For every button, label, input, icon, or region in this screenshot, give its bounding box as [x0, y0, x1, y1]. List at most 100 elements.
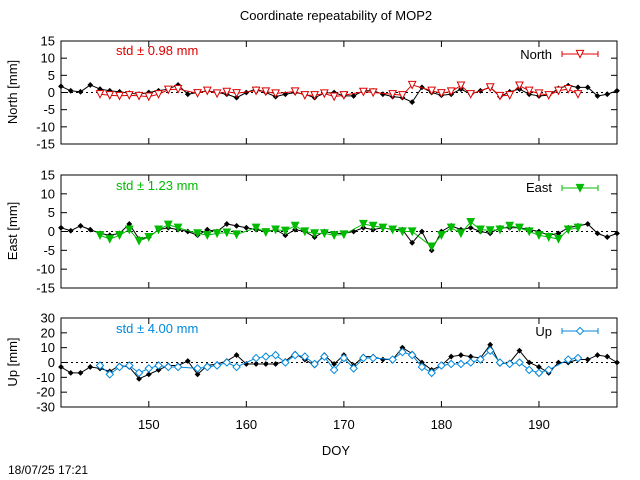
- up-data-point: [212, 361, 222, 370]
- east-data-point: [319, 229, 329, 239]
- north-data-point: [232, 89, 241, 98]
- up-data-point: [485, 346, 495, 355]
- up-data-point: [427, 368, 436, 378]
- north-data-point: [534, 89, 544, 99]
- east-data-point: [427, 242, 437, 252]
- east-data-point: [544, 233, 554, 242]
- up-reference-point: [448, 353, 455, 360]
- up-reference-point: [584, 356, 591, 363]
- y-tick-label: -15: [36, 137, 55, 152]
- y-tick-label: -5: [43, 102, 55, 117]
- north-reference-point: [350, 93, 357, 99]
- north-data-point: [554, 86, 563, 96]
- up-reference-point: [526, 359, 533, 366]
- up-data-point: [407, 350, 417, 360]
- north-data-point: [144, 92, 154, 102]
- up-data-point: [417, 362, 427, 372]
- east-data-point: [202, 231, 212, 240]
- up-reference-point: [379, 356, 386, 363]
- up-reference-point: [58, 364, 64, 370]
- north-data-point: [134, 91, 144, 101]
- x-tick-label: 150: [138, 417, 160, 432]
- y-tick-label: 0: [48, 355, 55, 370]
- y-tick-label: -5: [43, 243, 55, 258]
- east-data-point: [368, 221, 378, 231]
- east-data-point: [466, 217, 476, 227]
- north-legend-label: North: [520, 47, 552, 62]
- up-std-label: std ± 4.00 mm: [116, 321, 198, 336]
- north-reference-point: [184, 91, 191, 98]
- east-legend-marker: [575, 183, 585, 193]
- north-reference-line: [60, 84, 618, 103]
- up-data-point: [446, 359, 456, 369]
- east-reference-point: [350, 228, 357, 235]
- north-data-point: [505, 91, 515, 100]
- y-tick-label: 0: [48, 85, 55, 100]
- north-reference-point: [614, 87, 620, 94]
- up-reference-point: [136, 375, 142, 382]
- north-reference-point: [575, 84, 581, 91]
- east-data-point: [115, 231, 124, 240]
- y-tick-label: -15: [36, 281, 55, 296]
- up-data-point: [349, 364, 358, 373]
- up-data-point: [124, 361, 134, 370]
- up-reference-point: [194, 371, 201, 378]
- east-data-point: [212, 229, 222, 239]
- north-reference-series: [58, 82, 620, 106]
- north-data-point: [427, 86, 437, 96]
- up-reference-point: [77, 369, 84, 376]
- north-data-point: [95, 90, 105, 99]
- up-data-point: [203, 362, 212, 372]
- x-tick-label: 180: [431, 417, 453, 432]
- y-tick-label: 10: [41, 340, 55, 355]
- y-tick-label: 30: [41, 311, 55, 326]
- y-tick-label: -10: [36, 370, 55, 385]
- up-data-point: [544, 365, 554, 375]
- north-data-point: [495, 91, 505, 101]
- east-data-point: [144, 233, 154, 242]
- east-data-point: [563, 225, 573, 235]
- east-panel: East [mm] std ± 1.23 mm East 15 10 5 0 -5 -10…: [5, 168, 620, 296]
- north-reference-point: [604, 91, 611, 98]
- up-data-point: [115, 362, 124, 372]
- y-tick-label: 5: [48, 68, 55, 83]
- y-tick-label: 0: [48, 224, 55, 239]
- up-data-point: [573, 353, 583, 363]
- east-legend-label: East: [526, 180, 552, 195]
- up-legend-sample: [561, 326, 599, 336]
- up-data-point: [563, 355, 573, 364]
- y-tick-label: -10: [36, 262, 55, 277]
- east-ticks: 15 10 5 0 -5 -10 -15: [36, 168, 617, 296]
- east-data-point: [534, 231, 544, 240]
- north-data-point: [437, 89, 446, 98]
- y-tick-label: 5: [48, 205, 55, 220]
- up-reference-point: [145, 371, 152, 378]
- north-data-point: [544, 91, 554, 100]
- north-data-point: [124, 91, 134, 100]
- up-data-point: [95, 361, 105, 370]
- y-tick-label: -20: [36, 385, 55, 400]
- up-reference-point: [516, 347, 523, 354]
- up-data-point: [534, 368, 544, 378]
- east-data-point: [437, 231, 446, 240]
- east-series: [95, 217, 583, 252]
- up-data-point: [320, 352, 329, 361]
- north-reference-point: [67, 87, 74, 94]
- east-legend-sample: [561, 183, 599, 193]
- east-reference-point: [67, 227, 74, 234]
- east-reference-line: [60, 223, 618, 252]
- east-reference-point: [604, 234, 611, 241]
- north-data-point: [485, 83, 495, 93]
- east-reference-point: [77, 222, 84, 229]
- up-data-point: [193, 364, 202, 373]
- up-data-point: [368, 353, 378, 363]
- north-data-point: [212, 89, 222, 99]
- x-tick-label: 190: [528, 417, 550, 432]
- y-tick-label: -10: [36, 119, 55, 134]
- east-data-point: [310, 229, 320, 239]
- north-reference-point: [409, 99, 416, 106]
- up-data-point: [359, 353, 368, 363]
- x-tick-label: 170: [333, 417, 355, 432]
- north-data-point: [358, 87, 368, 97]
